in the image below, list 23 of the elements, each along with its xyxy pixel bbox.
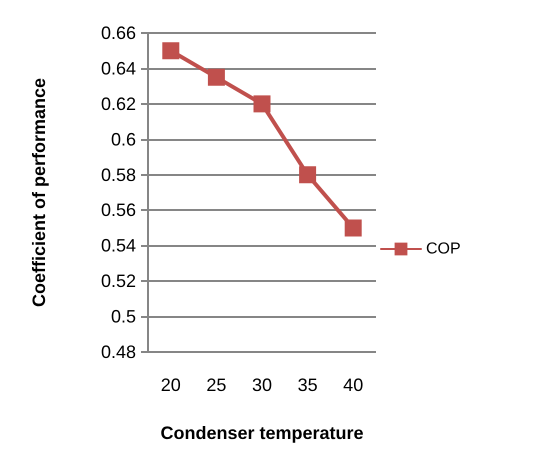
point <box>344 219 362 236</box>
point <box>254 95 270 112</box>
x-tick-label: 20 <box>160 375 181 395</box>
x-axis-title: Condenser temperature <box>160 423 364 443</box>
y-tick-label: 0.52 <box>100 271 136 292</box>
y-tick-label: 0.58 <box>100 164 136 185</box>
y-tick-label: 0.54 <box>100 236 136 256</box>
x-tick-label: 40 <box>343 375 364 395</box>
y-tick-label: 0.5 <box>110 306 136 327</box>
point <box>299 166 316 184</box>
point <box>208 68 225 86</box>
y-tick-label: 0.6 <box>110 129 136 150</box>
y-tick-label: 0.66 <box>100 23 136 43</box>
y-tick-label: 0.48 <box>100 342 136 362</box>
y-axis-title: Coefficient of performance <box>29 78 49 308</box>
y-tick-label: 0.62 <box>100 94 136 114</box>
x-tick-label: 30 <box>252 375 272 395</box>
x-tick-label: 25 <box>206 375 226 395</box>
x-tick-label: 35 <box>298 375 318 395</box>
point <box>162 42 180 60</box>
y-tick-label: 0.64 <box>100 58 136 78</box>
legend-label: COP <box>426 240 461 258</box>
y-tick-label: 0.56 <box>100 200 136 220</box>
